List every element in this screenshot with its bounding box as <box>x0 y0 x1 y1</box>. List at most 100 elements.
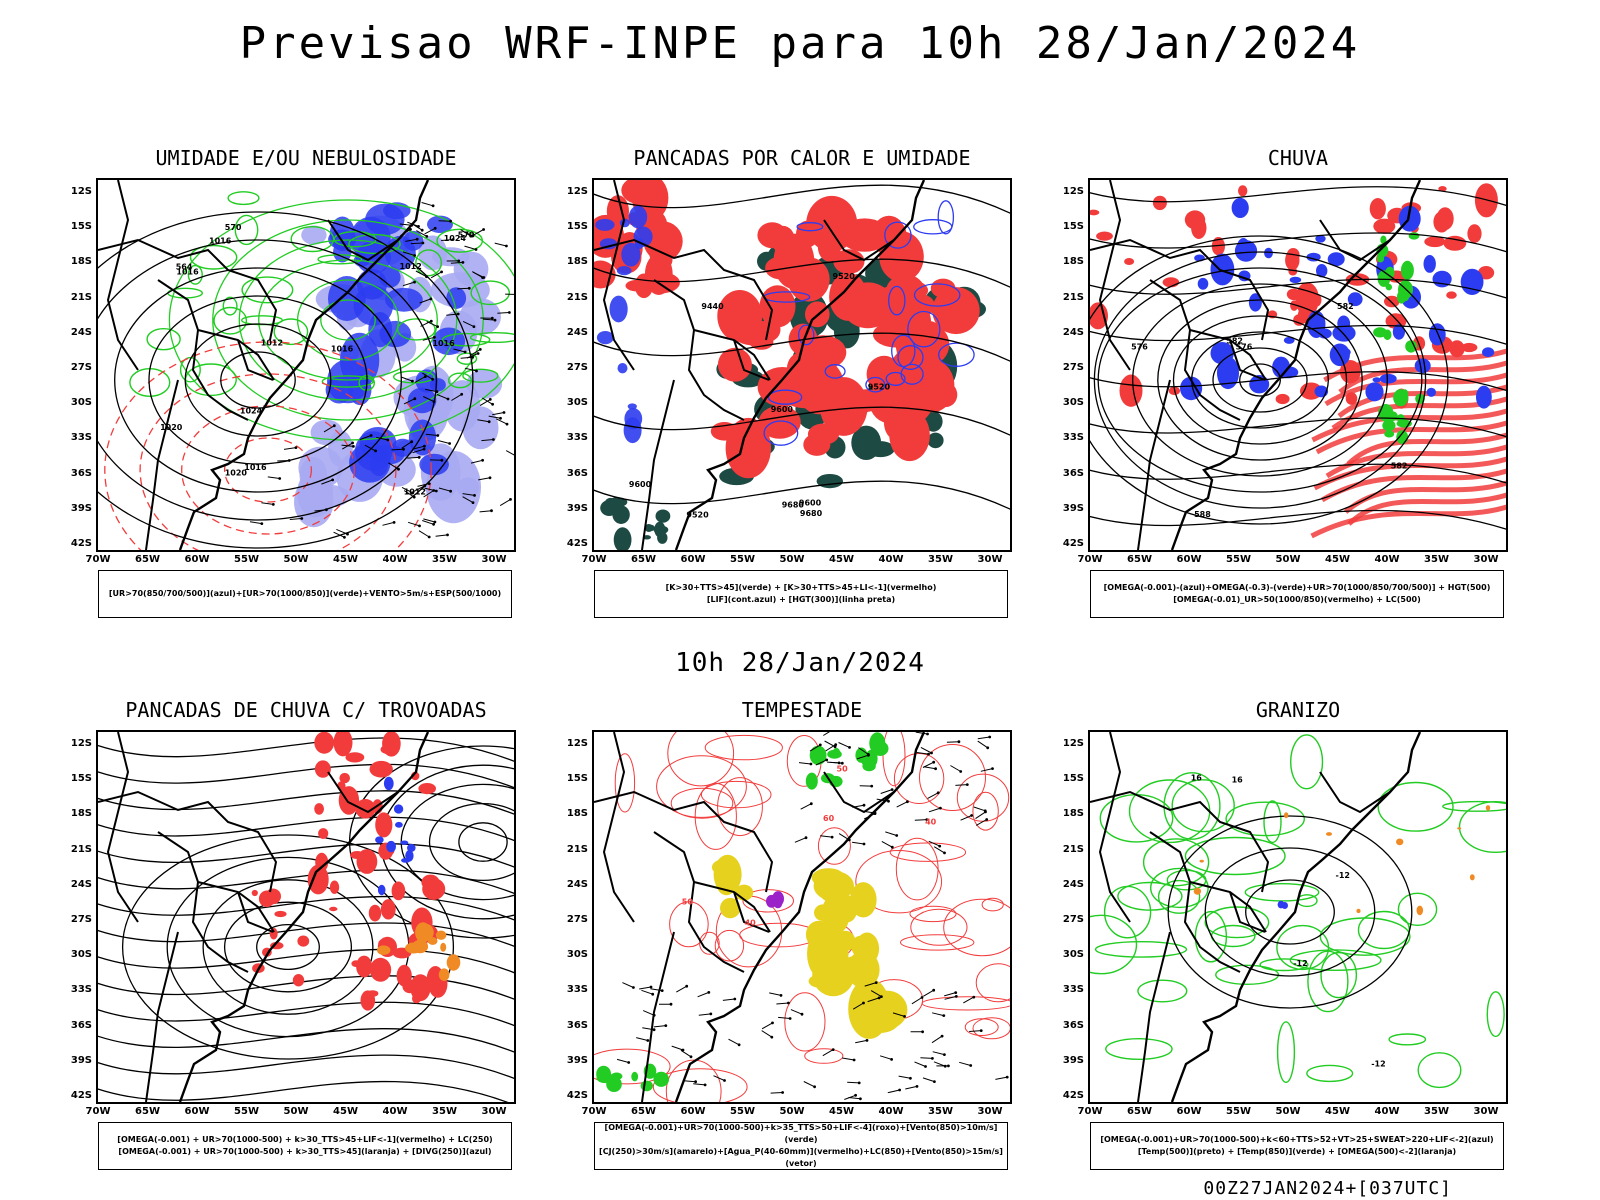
lon-label: 50W <box>283 554 309 565</box>
wind-vector <box>932 1051 946 1056</box>
lon-label: 60W <box>680 1106 706 1117</box>
humidity-contour-1000-850 <box>157 212 169 226</box>
map-trovoadas[interactable] <box>96 730 516 1104</box>
omega-500-area <box>1199 859 1204 863</box>
lat-label: 33S <box>566 984 588 996</box>
wind-vector <box>973 806 987 813</box>
lon-label: 65W <box>1127 1106 1152 1117</box>
geopotential-500-contour <box>1172 315 1348 445</box>
wind-vector <box>415 270 428 279</box>
lon-label: 70W <box>581 554 607 565</box>
wind-vector <box>417 482 431 487</box>
wind-vector <box>898 1075 912 1080</box>
state-border <box>1319 219 1391 262</box>
humidity-contour-1000-850 <box>98 216 105 221</box>
wind-vector <box>923 988 936 997</box>
precipitable-water-contour <box>919 744 986 811</box>
wind-vector <box>697 991 711 998</box>
map-umidade[interactable]: 1016 1016 1012 1012 1020 1016 1016 1020 1024 1024… <box>96 178 516 552</box>
lon-label: 70W <box>1077 554 1103 565</box>
lat-label: 18S <box>566 808 588 820</box>
thunderstorm-area-red <box>269 927 278 940</box>
precipitable-water-contour <box>804 1048 844 1064</box>
legend-line: [OMEGA(-0.001)+UR>70(1000-500)+k>35_TTS>… <box>604 1123 998 1144</box>
wind-vector <box>391 447 405 451</box>
wind-vector <box>492 411 506 416</box>
humidity-contour-1000-850 <box>234 214 259 246</box>
precipitable-water-contour <box>669 901 709 948</box>
thunderstorm-area-red <box>297 935 310 947</box>
wind-vector <box>403 397 417 405</box>
wind-vector <box>867 996 881 1003</box>
lat-label: 27S <box>566 914 588 925</box>
temperature-850-contour <box>1319 917 1411 956</box>
thunderstorm-area-red <box>339 772 350 784</box>
lon-label: 50W <box>283 1106 309 1117</box>
thickness-contour <box>104 341 432 550</box>
lifted-index-contour <box>763 420 799 446</box>
map-granizo[interactable]: -12 -12 -12 16 16 <box>1088 730 1508 1104</box>
humidity-area-850-500 <box>446 287 467 309</box>
map-pancadas-calor[interactable]: 9680 9680 9600 9600 9520 9440 9520 9520 9600 <box>592 178 1012 552</box>
rain-area-red <box>1369 198 1386 220</box>
pressure-isobar <box>148 295 368 465</box>
state-border <box>602 180 635 371</box>
thunderstorm-area-red <box>356 955 373 978</box>
wind-vector <box>830 761 844 765</box>
temperature-500-contour <box>1204 847 1376 977</box>
rain-area-green <box>1400 260 1414 280</box>
lon-label: 60W <box>1176 1106 1202 1117</box>
lon-label: 50W <box>779 554 805 565</box>
humidity-contour-1000-850 <box>238 239 458 401</box>
wind-vector <box>479 509 493 513</box>
lon-label: 45W <box>333 1106 358 1117</box>
lat-label: 21S <box>70 291 92 303</box>
map-chuva[interactable]: 582 576 582 588 576 582 <box>1088 178 1508 552</box>
lifted-index-area <box>595 218 615 231</box>
streamline <box>1090 417 1506 438</box>
rain-area-red <box>1424 236 1446 248</box>
wind-vector <box>838 742 851 749</box>
rain-band-red <box>1346 432 1506 466</box>
lat-label: 27S <box>1062 914 1084 925</box>
lat-label: 39S <box>566 502 588 514</box>
legend-line: [Temp(500)](preto) + [Temp(850)](verde) … <box>1137 1147 1457 1156</box>
wind-vector <box>842 1057 856 1062</box>
wind-vector <box>922 1077 936 1083</box>
lon-axis: 70W 65W 60W 55W 50W 45W 40W 35W 30W <box>1078 554 1508 568</box>
state-border <box>733 891 770 933</box>
streamline-250 <box>98 869 514 895</box>
instability-area-green <box>644 524 653 532</box>
contour-label: 1016 <box>432 339 455 348</box>
wind-vector <box>499 498 512 507</box>
lat-label: 12S <box>566 738 588 749</box>
state-border <box>641 379 675 550</box>
pressure-isobar <box>98 211 474 549</box>
instability-area-green <box>613 527 632 550</box>
lat-label: 12S <box>70 186 92 197</box>
jet-stream-area <box>831 964 852 991</box>
wind-vector <box>422 335 436 341</box>
lifted-index-contour <box>913 283 961 307</box>
contour-label: 9520 <box>868 383 891 392</box>
rain-area-blue <box>1180 376 1203 401</box>
wind-vector <box>858 747 870 756</box>
lon-label: 60W <box>680 554 706 565</box>
lon-label: 45W <box>333 554 358 565</box>
panel-legend: [UR>70(850/700/500)](azul)+[UR>70(1000/8… <box>98 570 512 618</box>
omega-500-area <box>1356 908 1361 914</box>
wind-vector <box>422 372 434 381</box>
humidity-contour-1000-850 <box>240 315 283 326</box>
streamline-250 <box>98 1028 514 1053</box>
lat-label: 18S <box>70 808 92 820</box>
lon-label: 40W <box>1374 554 1400 565</box>
rain-area-red <box>1345 392 1358 405</box>
wind-vector <box>641 989 655 996</box>
wind-vector <box>407 521 421 528</box>
wind-vector <box>879 1055 893 1061</box>
map-tempestade[interactable]: 40 50 40 50 60 <box>592 730 1012 1104</box>
humidity-contour-1000-850 <box>321 375 374 388</box>
wind-vector <box>896 800 909 808</box>
thunderstorm-area-orange <box>438 968 450 981</box>
lifted-index-contour <box>938 342 975 367</box>
